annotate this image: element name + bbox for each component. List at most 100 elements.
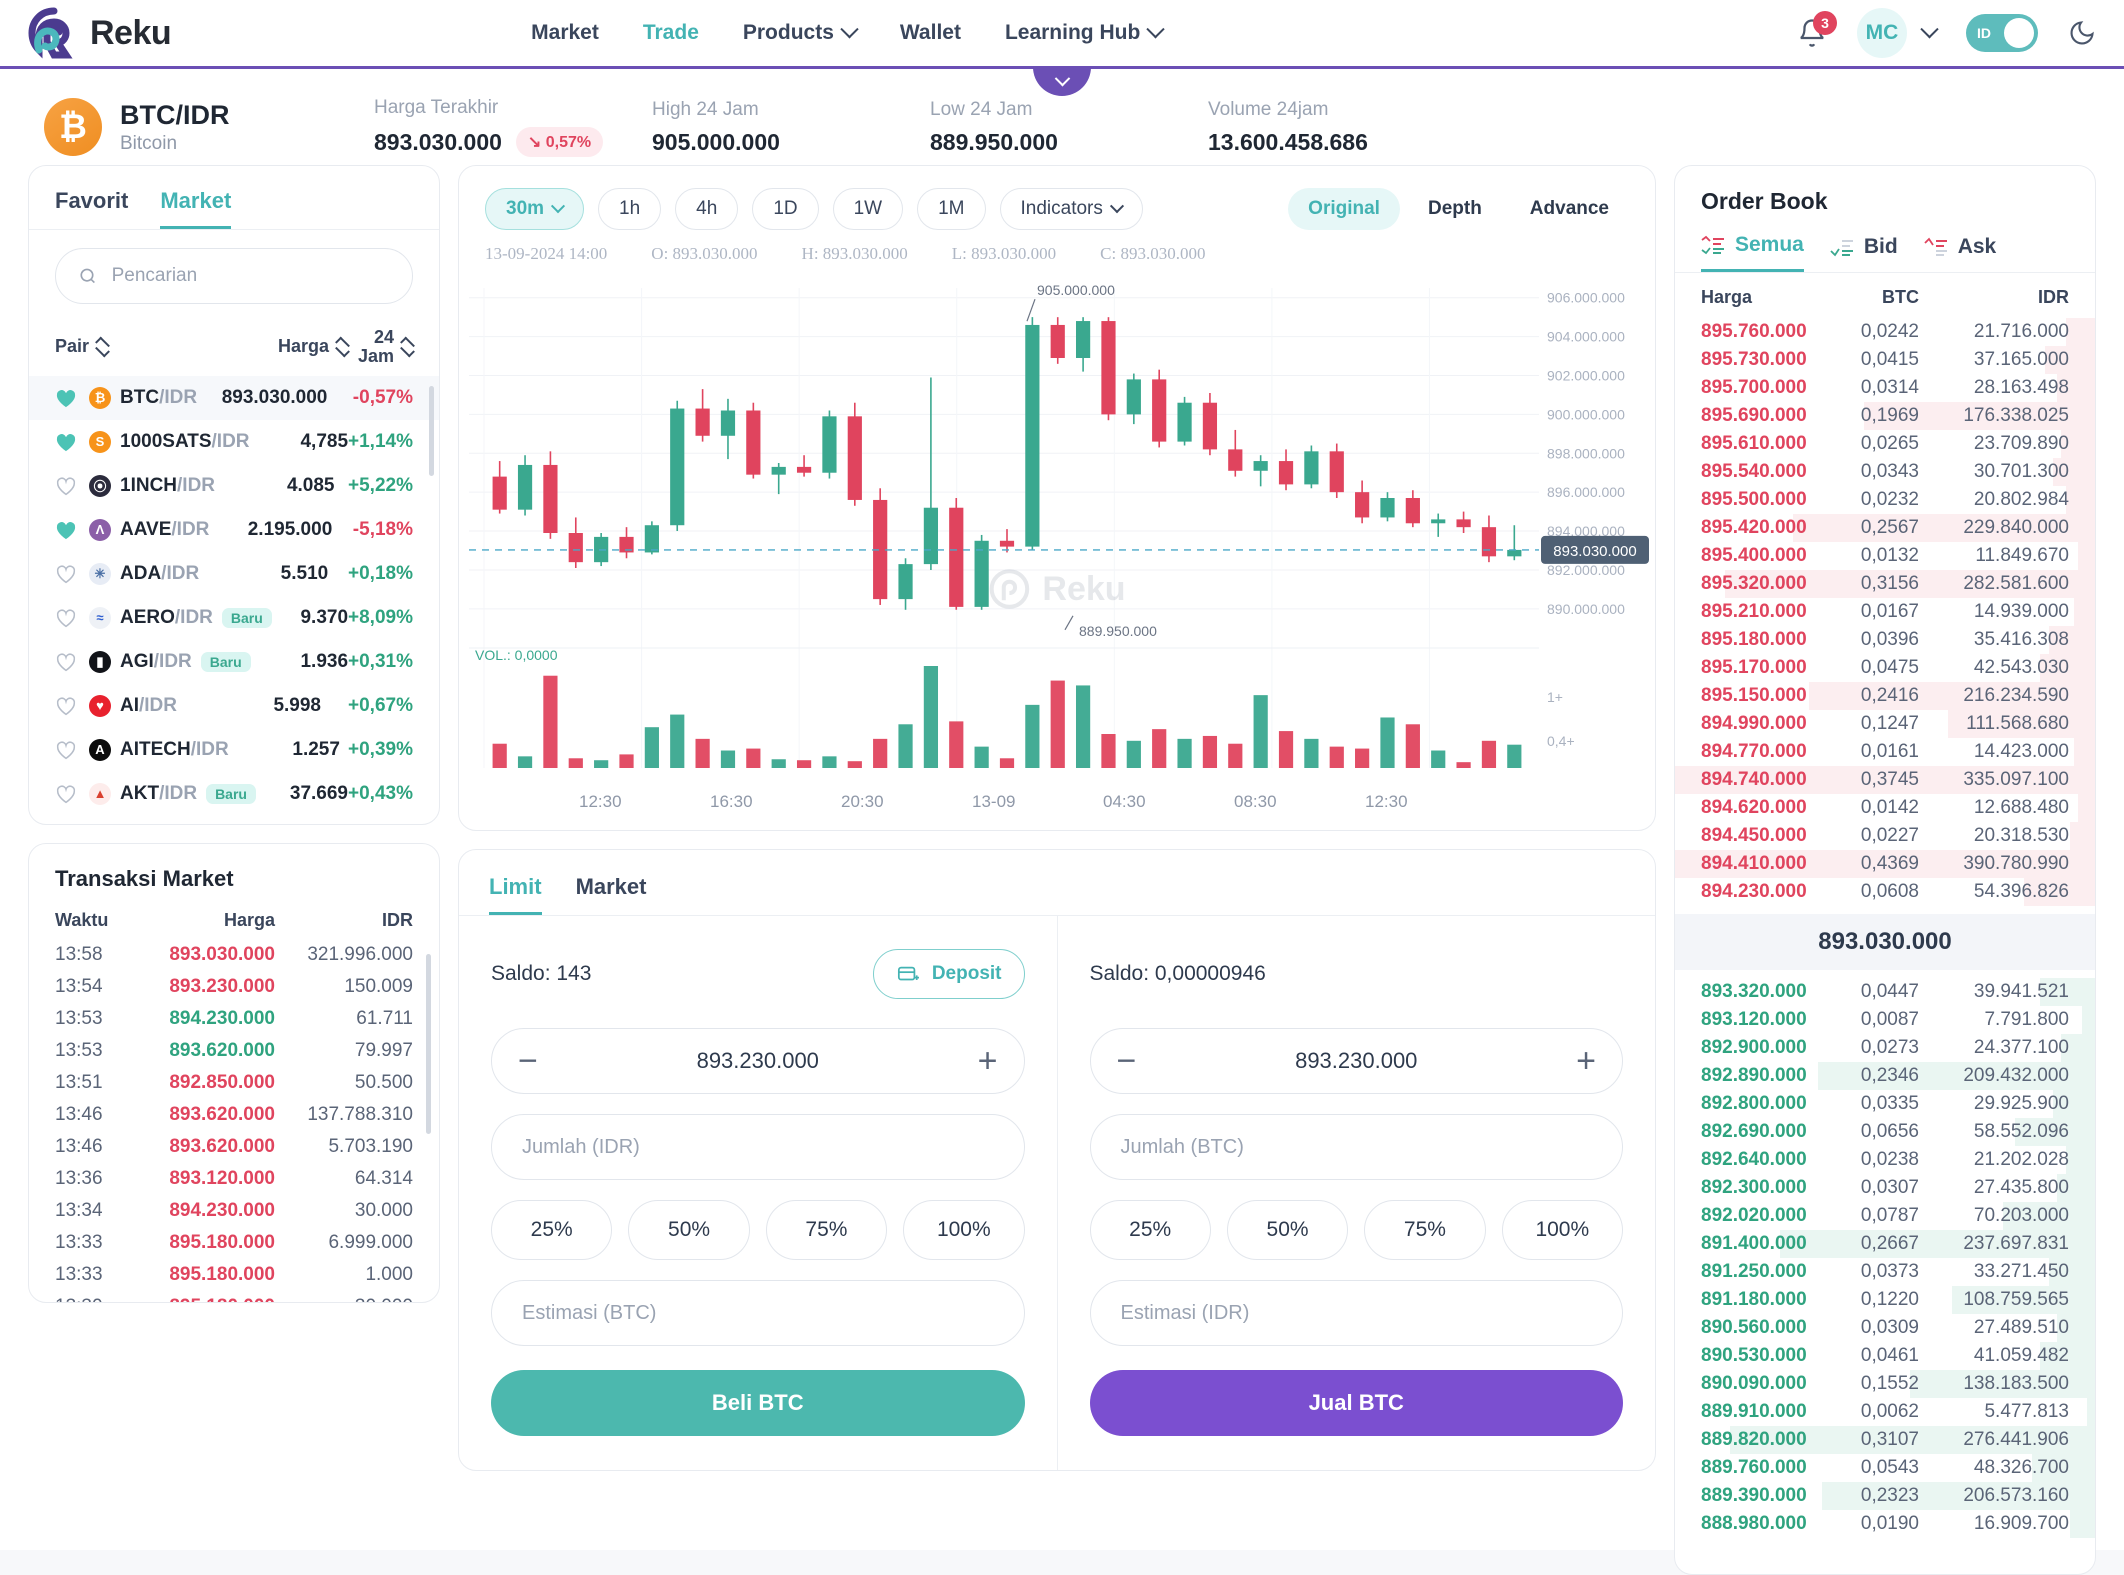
market-list-item[interactable]: ♥ AI/IDR 5.998 +0,67% — [29, 684, 439, 728]
order-book-row[interactable]: 895.690.000 0,1969 176.338.025 — [1675, 402, 2095, 430]
col-price[interactable]: Harga — [218, 328, 348, 366]
order-book-row[interactable]: 895.540.000 0,0343 30.701.300 — [1675, 458, 2095, 486]
search-input[interactable] — [111, 265, 390, 287]
indicators-dropdown[interactable]: Indicators — [999, 188, 1143, 230]
favorite-icon-filled[interactable] — [55, 432, 77, 452]
ob-tab-ask[interactable]: Ask — [1924, 233, 1996, 272]
order-book-row[interactable]: 892.690.000 0,0656 58.552.096 — [1675, 1118, 2095, 1146]
order-book-row[interactable]: 895.400.000 0,0132 11.849.670 — [1675, 542, 2095, 570]
order-book-row[interactable]: 888.980.000 0,0190 16.909.700 — [1675, 1510, 2095, 1538]
col-pair[interactable]: Pair — [55, 328, 218, 366]
order-book-row[interactable]: 891.180.000 0,1220 108.759.565 — [1675, 1286, 2095, 1314]
order-book-row[interactable]: 893.120.000 0,0087 7.791.800 — [1675, 1006, 2095, 1034]
order-book-row[interactable]: 894.990.000 0,1247 111.568.680 — [1675, 710, 2095, 738]
order-book-row[interactable]: 892.800.000 0,0335 29.925.900 — [1675, 1090, 2095, 1118]
view-depth[interactable]: Depth — [1427, 198, 1482, 219]
tab-market[interactable]: Market — [160, 188, 232, 229]
order-book-row[interactable]: 895.730.000 0,0415 37.165.000 — [1675, 346, 2095, 374]
interval-1w[interactable]: 1W — [832, 188, 904, 230]
market-list-scrollbar[interactable] — [429, 385, 434, 476]
favorite-icon-outline[interactable] — [55, 608, 77, 628]
market-list-item[interactable]: ▮ AGI/IDR Baru 1.936 +0,31% — [29, 640, 439, 684]
buy-pct-50[interactable]: 50% — [628, 1200, 750, 1260]
ob-tab-semua[interactable]: Semua — [1701, 233, 1804, 272]
reku-logo[interactable]: Reku — [28, 7, 172, 59]
buy-estimate-input[interactable]: Estimasi (BTC) — [491, 1280, 1025, 1346]
order-book-row[interactable]: 895.760.000 0,0242 21.716.000 — [1675, 318, 2095, 346]
favorite-icon-filled[interactable] — [55, 388, 77, 408]
tab-favorit[interactable]: Favorit — [55, 188, 129, 213]
sell-pct-75[interactable]: 75% — [1364, 1200, 1486, 1260]
market-list[interactable]: ₿ BTC/IDR 893.030.000 -0,57% S 1000SATS/IDR 4,… — [29, 375, 439, 824]
buy-pct-75[interactable]: 75% — [765, 1200, 888, 1260]
nav-link-products[interactable]: Products — [743, 19, 859, 45]
decrement-button[interactable]: − — [1116, 1042, 1137, 1080]
sell-amount-input[interactable]: Jumlah (BTC) — [1089, 1114, 1623, 1180]
increment-button[interactable]: + — [1576, 1042, 1596, 1080]
market-list-item[interactable]: ✳ ADA/IDR 5.510 +0,18% — [29, 552, 439, 596]
interval-1h[interactable]: 1h — [598, 188, 662, 230]
deposit-button[interactable]: Deposit — [872, 949, 1025, 999]
order-book-row[interactable]: 889.390.000 0,2323 206.573.160 — [1675, 1482, 2095, 1510]
favorite-icon-outline[interactable] — [55, 476, 77, 496]
buy-pct-25[interactable]: 25% — [491, 1200, 613, 1260]
market-trades-list[interactable]: 13:58 893.030.000 321.996.000 13:54 893.230.… — [29, 939, 439, 1302]
order-book-row[interactable]: 894.620.000 0,0142 12.688.480 — [1675, 794, 2095, 822]
order-book-row[interactable]: 895.170.000 0,0475 42.543.030 — [1675, 654, 2095, 682]
market-list-item[interactable]: ⦿ 1INCH/IDR 4.085 +5,22% — [29, 464, 439, 508]
order-book-row[interactable]: 894.410.000 0,4369 390.780.990 — [1675, 850, 2095, 878]
interval-4h[interactable]: 4h — [675, 188, 739, 230]
order-book-row[interactable]: 895.180.000 0,0396 35.416.308 — [1675, 626, 2095, 654]
sell-submit-button[interactable]: Jual BTC — [1089, 1370, 1623, 1436]
interval-1d[interactable]: 1D — [752, 188, 819, 230]
dark-mode-moon-icon[interactable] — [2068, 19, 2096, 47]
market-list-item[interactable]: Λ AAVE/IDR 2.195.000 -5,18% — [29, 508, 439, 552]
sell-price-value[interactable]: 893.230.000 — [1295, 1048, 1418, 1073]
nav-link-learning-hub[interactable]: Learning Hub — [1005, 19, 1165, 45]
favorite-icon-outline[interactable] — [55, 740, 77, 760]
order-book-row[interactable]: 889.820.000 0,3107 276.441.906 — [1675, 1426, 2095, 1454]
market-list-item[interactable]: S 1000SATS/IDR 4,785 +1,14% — [29, 420, 439, 464]
favorite-icon-outline[interactable] — [55, 652, 77, 672]
increment-button[interactable]: + — [977, 1042, 998, 1080]
buy-price-stepper[interactable]: − 893.230.000 + — [491, 1028, 1025, 1094]
market-trades-scrollbar[interactable] — [426, 954, 431, 1134]
market-list-item[interactable]: ≈ AERO/IDR Baru 9.370 +8,09% — [29, 596, 439, 640]
account-menu[interactable]: MC — [1857, 8, 1939, 58]
order-book-bids[interactable]: 893.320.000 0,0447 39.941.521 893.120.000 0,… — [1675, 978, 2095, 1538]
order-book-row[interactable]: 890.530.000 0,0461 41.059.482 — [1675, 1342, 2095, 1370]
order-book-row[interactable]: 889.760.000 0,0543 48.326.700 — [1675, 1454, 2095, 1482]
order-book-row[interactable]: 890.560.000 0,0309 27.489.510 — [1675, 1314, 2095, 1342]
nav-link-wallet[interactable]: Wallet — [900, 21, 961, 45]
tab-market-order[interactable]: Market — [575, 874, 647, 899]
pair-block[interactable]: ₿ BTC/IDR Bitcoin — [44, 98, 374, 156]
favorite-icon-outline[interactable] — [55, 564, 77, 584]
sell-estimate-input[interactable]: Estimasi (IDR) — [1089, 1280, 1623, 1346]
language-toggle[interactable]: ID — [1966, 14, 2038, 52]
order-book-row[interactable]: 891.400.000 0,2667 237.697.831 — [1675, 1230, 2095, 1258]
favorite-icon-filled[interactable] — [55, 520, 77, 540]
order-book-row[interactable]: 893.320.000 0,0447 39.941.521 — [1675, 978, 2095, 1006]
market-list-item[interactable]: ▲ AKT/IDR Baru 37.669 +0,43% — [29, 772, 439, 816]
candlestick-chart[interactable]: 906.000.000 904.000.000 902.000.000 900.000… — [459, 268, 1655, 788]
order-book-row[interactable]: 894.740.000 0,3745 335.097.100 — [1675, 766, 2095, 794]
market-search[interactable] — [55, 248, 413, 304]
ob-tab-bid[interactable]: Bid — [1830, 233, 1898, 272]
order-book-row[interactable]: 895.610.000 0,0265 23.709.890 — [1675, 430, 2095, 458]
sell-pct-50[interactable]: 50% — [1226, 1200, 1349, 1260]
notifications-button[interactable]: 3 — [1797, 11, 1837, 49]
order-book-row[interactable]: 892.300.000 0,0307 27.435.800 — [1675, 1174, 2095, 1202]
order-book-row[interactable]: 895.700.000 0,0314 28.163.498 — [1675, 374, 2095, 402]
favorite-icon-outline[interactable] — [55, 696, 77, 716]
order-book-row[interactable]: 890.090.000 0,1552 138.183.500 — [1675, 1370, 2095, 1398]
order-book-row[interactable]: 889.910.000 0,0062 5.477.813 — [1675, 1398, 2095, 1426]
interval-1m[interactable]: 1M — [917, 188, 986, 230]
market-list-item[interactable]: A AITECH/IDR 1.257 +0,39% — [29, 728, 439, 772]
buy-price-value[interactable]: 893.230.000 — [696, 1048, 819, 1073]
col-change[interactable]: 24 Jam — [348, 328, 413, 366]
order-book-row[interactable]: 895.210.000 0,0167 14.939.000 — [1675, 598, 2095, 626]
interval-30m[interactable]: 30m — [485, 188, 585, 230]
sell-pct-100[interactable]: 100% — [1501, 1200, 1623, 1260]
sell-pct-25[interactable]: 25% — [1089, 1200, 1211, 1260]
